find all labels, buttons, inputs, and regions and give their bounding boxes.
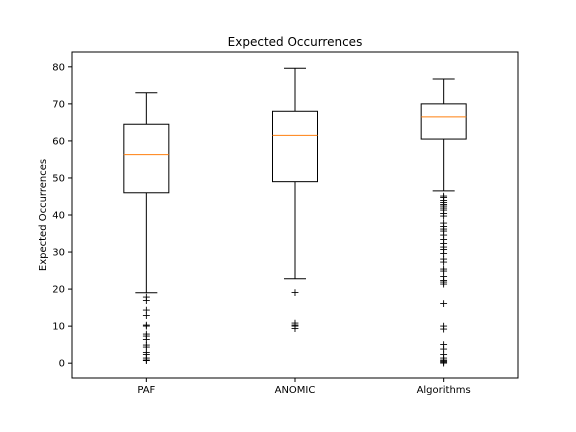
flier-point: + xyxy=(290,319,299,332)
chart-title: Expected Occurrences xyxy=(228,35,363,49)
box-iqr xyxy=(420,103,467,140)
flier-point: + xyxy=(142,348,151,361)
flier-point: + xyxy=(290,322,299,335)
flier-point: + xyxy=(439,223,448,236)
flier-point: + xyxy=(142,354,151,367)
flier-point: + xyxy=(439,190,448,203)
flier-point: + xyxy=(439,348,448,361)
flier-point: + xyxy=(439,278,448,291)
flier-point: + xyxy=(439,352,448,365)
flier-point: + xyxy=(142,339,151,352)
flier-point: + xyxy=(439,207,448,220)
flier-point: + xyxy=(439,342,448,355)
box-iqr xyxy=(123,123,170,194)
y-tick-label: 70 xyxy=(52,99,65,110)
flier-point: + xyxy=(142,318,151,331)
flier-point: + xyxy=(439,353,448,366)
y-tick-label: 30 xyxy=(52,248,65,259)
flier-point: + xyxy=(439,255,448,268)
flier-point: + xyxy=(439,270,448,283)
y-tick-label: 50 xyxy=(52,173,65,184)
flier-point: + xyxy=(439,243,448,256)
y-tick-label: 10 xyxy=(52,322,65,333)
flier-point: + xyxy=(439,263,448,276)
axes-frame xyxy=(71,51,519,379)
flier-point: + xyxy=(439,203,448,216)
flier-point: + xyxy=(439,202,448,215)
flier-point: + xyxy=(439,319,448,332)
flier-point: + xyxy=(439,274,448,287)
flier-point: + xyxy=(439,225,448,238)
flier-point: + xyxy=(290,316,299,329)
flier-point: + xyxy=(142,291,151,304)
flier-point: + xyxy=(142,309,151,322)
y-axis-label: Expected Occurrences xyxy=(38,159,49,271)
flier-point: + xyxy=(142,319,151,332)
x-tick-label: Algorithms xyxy=(417,385,471,396)
flier-point: + xyxy=(439,276,448,289)
flier-point: + xyxy=(439,191,448,204)
flier-point: + xyxy=(439,194,448,207)
flier-point: + xyxy=(439,198,448,211)
flier-point: + xyxy=(439,237,448,250)
flier-point: + xyxy=(142,353,151,366)
flier-point: + xyxy=(439,297,448,310)
flier-point: + xyxy=(439,233,448,246)
flier-point: + xyxy=(142,328,151,341)
flier-point: + xyxy=(142,294,151,307)
flier-point: + xyxy=(439,356,448,369)
plot-area: 01020304050607080PAF++++++++++++++++ANOM… xyxy=(52,62,470,396)
flier-point: + xyxy=(142,352,151,365)
flier-point: + xyxy=(439,265,448,278)
flier-point: + xyxy=(439,240,448,253)
flier-point: + xyxy=(142,303,151,316)
flier-point: + xyxy=(439,356,448,369)
flier-point: + xyxy=(290,318,299,331)
y-tick-label: 60 xyxy=(52,136,65,147)
flier-point: + xyxy=(439,220,448,233)
flier-point: + xyxy=(439,338,448,351)
flier-point: + xyxy=(142,333,151,346)
x-tick-label: PAF xyxy=(137,385,155,396)
flier-point: + xyxy=(439,355,448,368)
y-tick-label: 40 xyxy=(52,211,65,222)
flier-point: + xyxy=(439,216,448,229)
flier-point: + xyxy=(439,228,448,241)
flier-point: + xyxy=(290,286,299,299)
y-tick-label: 0 xyxy=(59,359,65,370)
flier-point: + xyxy=(439,210,448,223)
flier-point: + xyxy=(142,346,151,359)
flier-point: + xyxy=(439,196,448,209)
flier-point: + xyxy=(439,247,448,260)
flier-point: + xyxy=(142,329,151,342)
x-tick-label: ANOMIC xyxy=(275,385,316,396)
flier-point: + xyxy=(439,200,448,213)
flier-point: + xyxy=(439,323,448,336)
flier-point: + xyxy=(439,252,448,265)
flier-point: + xyxy=(142,341,151,354)
y-tick-label: 20 xyxy=(52,285,65,296)
box-iqr xyxy=(272,110,318,183)
y-tick-label: 80 xyxy=(52,62,65,73)
